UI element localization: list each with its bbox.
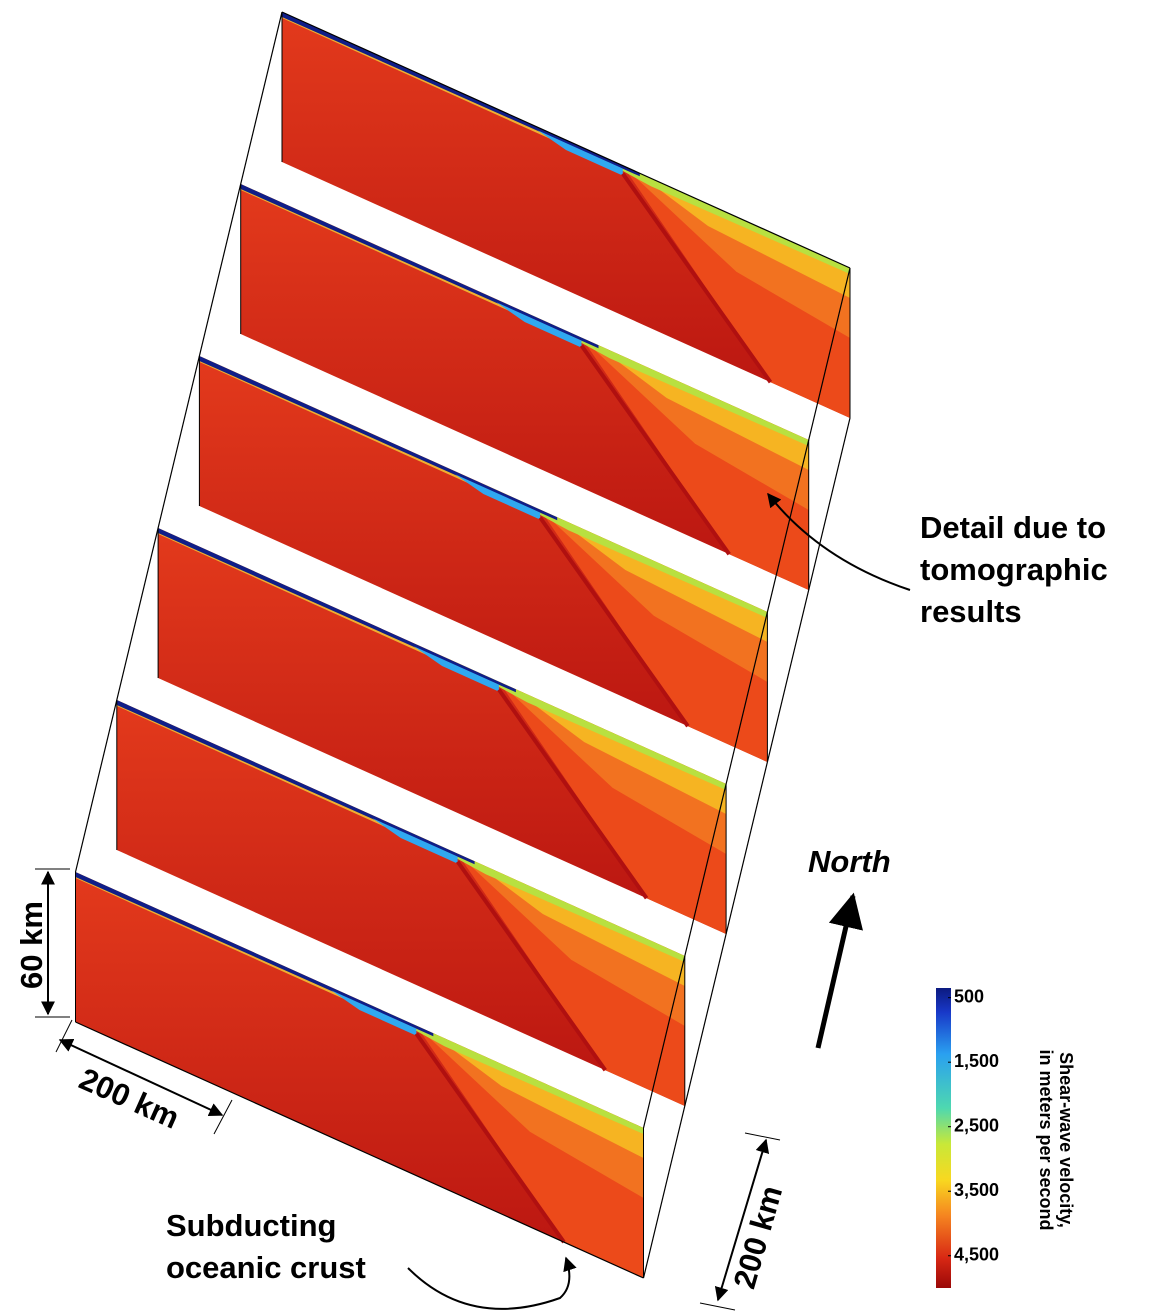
colorbar-title: in meters per second [1036, 1049, 1056, 1230]
figure: Detail due to tomographic results Subduc… [0, 0, 1151, 1315]
north-arrow [818, 896, 853, 1048]
scale-label: 60 km [14, 901, 49, 989]
annotation-arrow [408, 1258, 569, 1309]
colorbar-tick-label: 4,500 [954, 1244, 999, 1264]
scale-bar: 60 km [14, 869, 70, 1017]
colorbar: Shear-wave velocity, in meters per secon… [936, 986, 1076, 1288]
colorbar-tick-label: 2,500 [954, 1115, 999, 1135]
annotation: results [920, 594, 1022, 629]
annotation: Detail due to [920, 510, 1106, 545]
scale-bar: 200 km [700, 1133, 789, 1310]
colorbar-ramp [936, 988, 951, 1288]
colorbar-tick-label: 500 [954, 986, 984, 1006]
annotation: oceanic crust [166, 1250, 366, 1285]
north-label: North [808, 844, 891, 879]
colorbar-title: Shear-wave velocity, [1056, 1052, 1076, 1228]
panels [76, 12, 851, 1278]
annotation: Subducting [166, 1208, 336, 1243]
colorbar-tick-label: 1,500 [954, 1051, 999, 1071]
colorbar-tick-label: 3,500 [954, 1180, 999, 1200]
annotation: tomographic [920, 552, 1108, 587]
